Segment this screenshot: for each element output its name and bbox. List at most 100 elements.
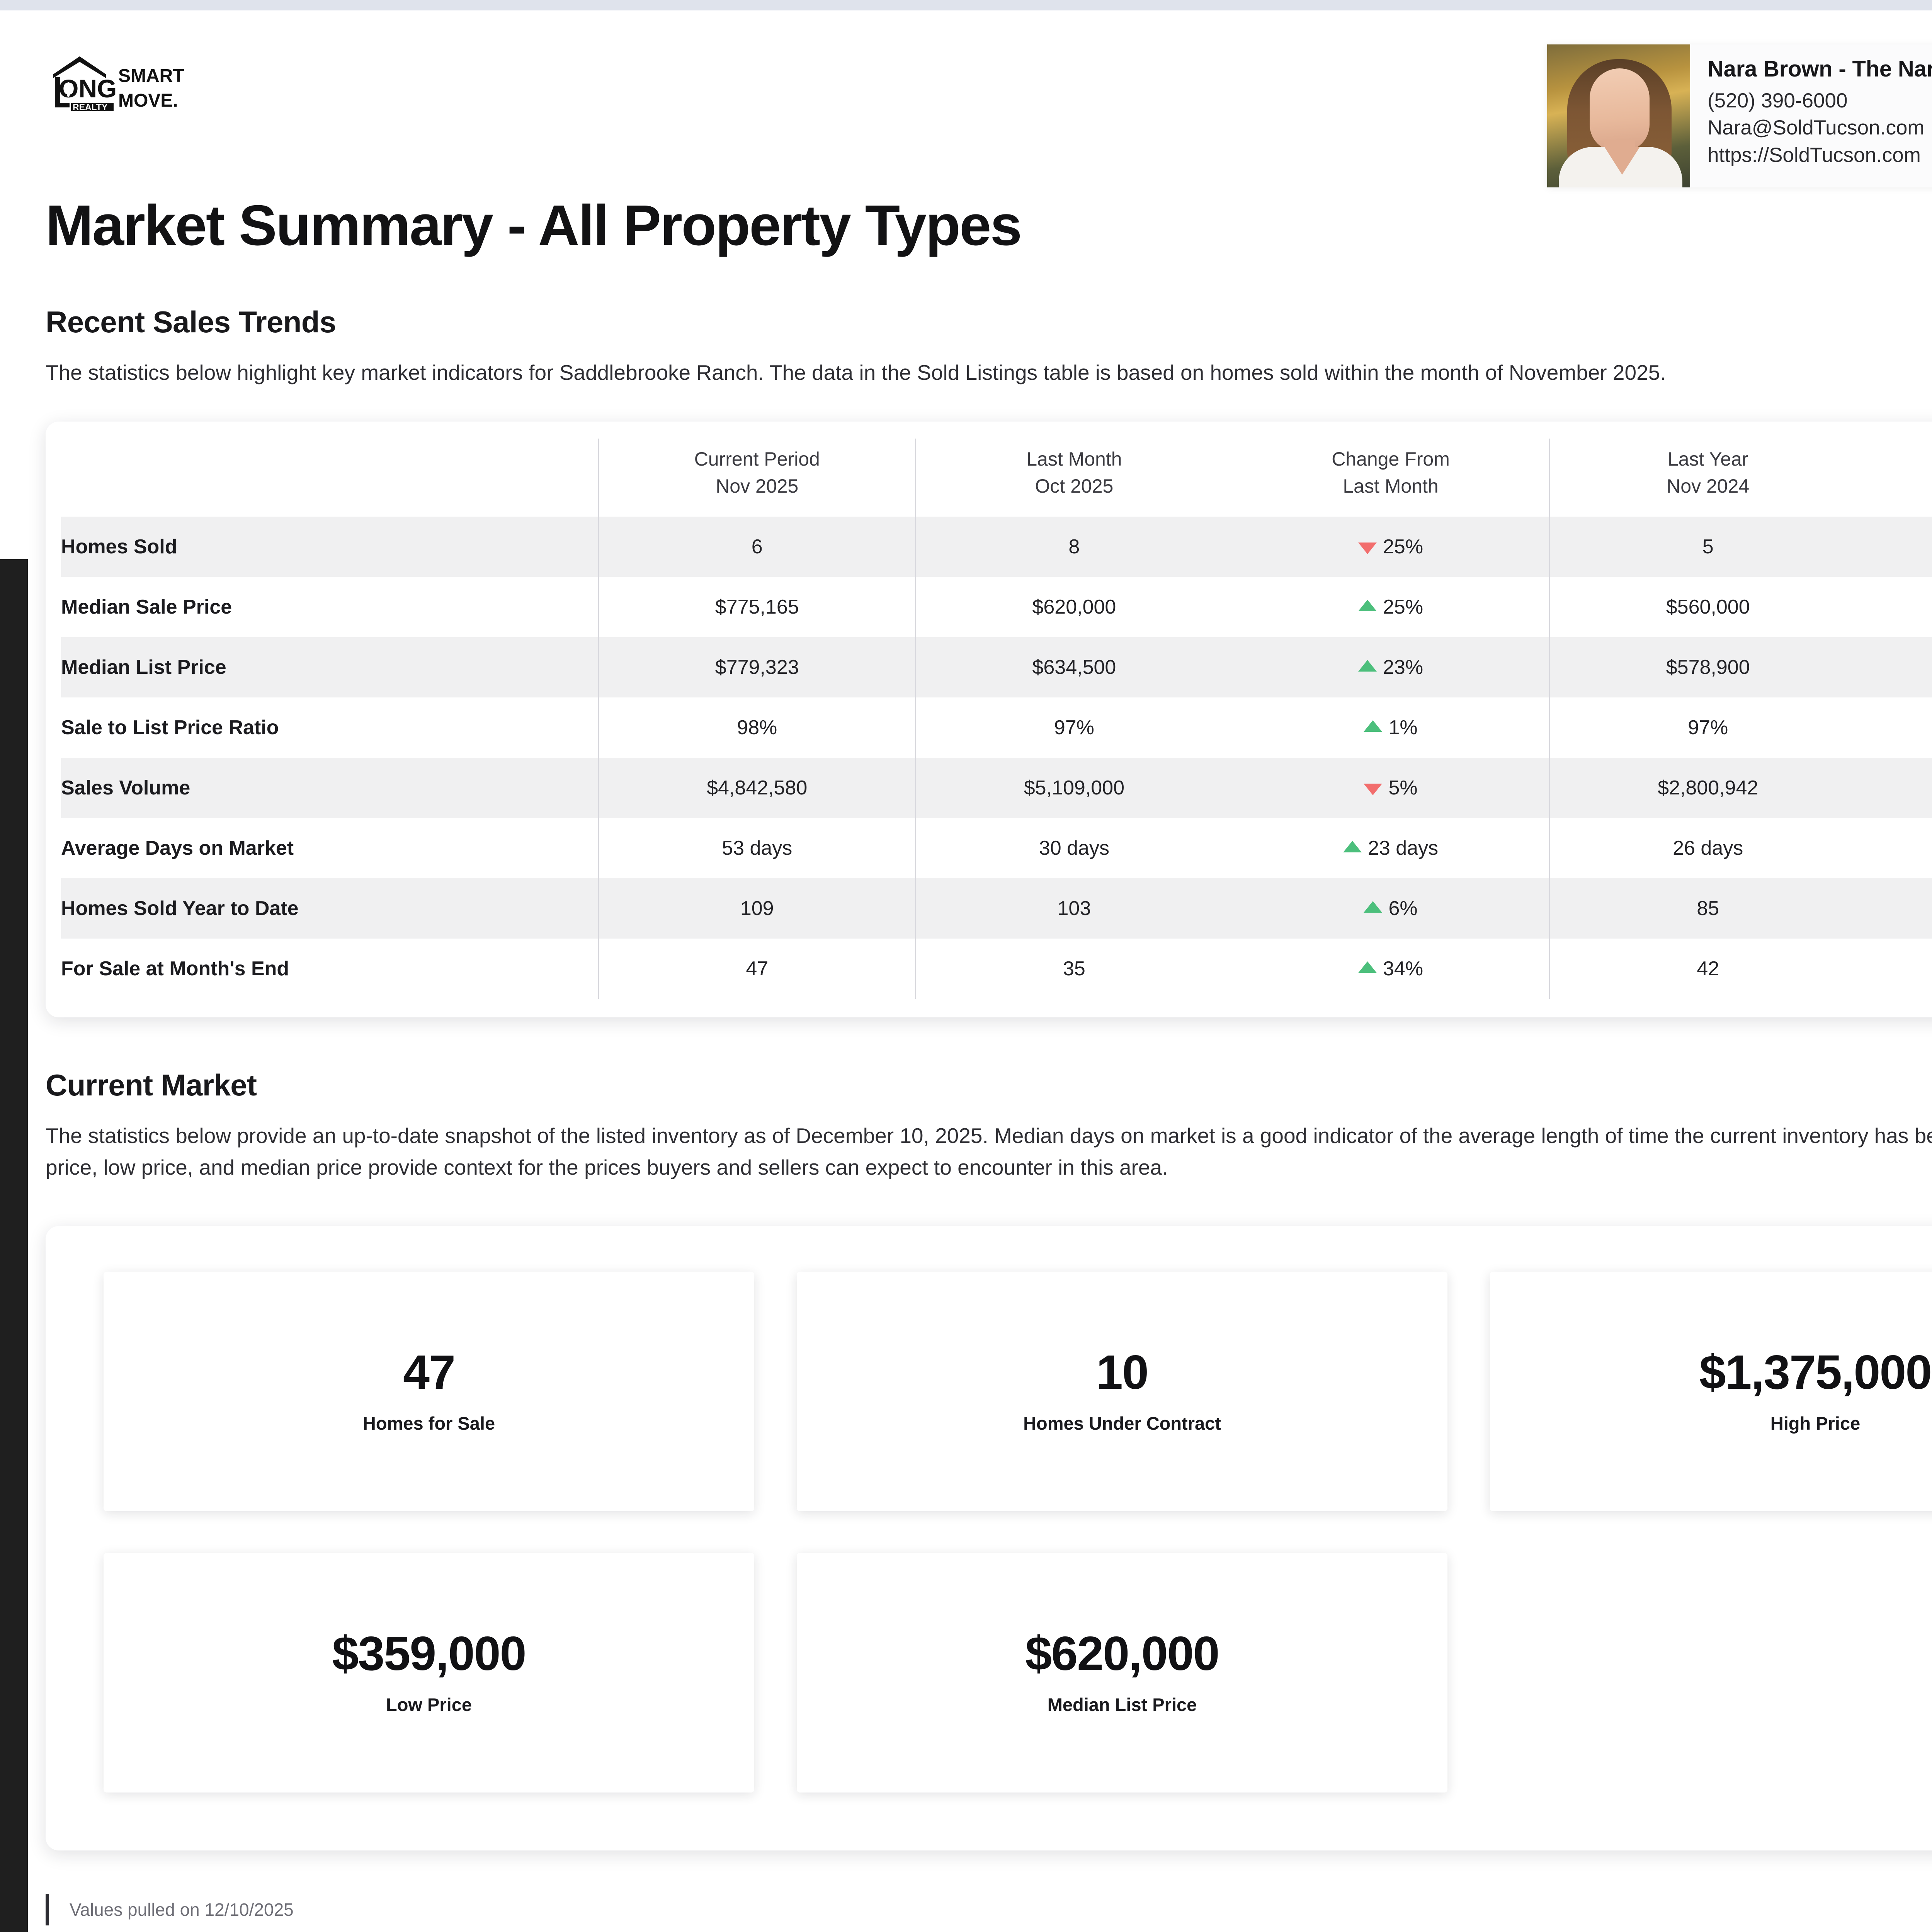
arrow-up-icon bbox=[1343, 840, 1362, 852]
long-realty-logo: ONG REALTY SMART MOVE. bbox=[49, 54, 281, 112]
recent-sales-heading: Recent Sales Trends bbox=[46, 305, 336, 339]
recent-sales-paragraph: The statistics below highlight key marke… bbox=[46, 361, 1666, 384]
agent-name: Nara Brown - The Nara Brown Team bbox=[1708, 56, 1932, 82]
table-header-current-period: Current Period Nov 2025 bbox=[598, 438, 916, 517]
cell-last-year: 97% bbox=[1549, 697, 1866, 758]
stat-card: 47 Homes for Sale bbox=[104, 1271, 754, 1511]
cell-last-year: 5 bbox=[1549, 516, 1866, 577]
cell-last-year: $578,900 bbox=[1549, 637, 1866, 697]
cell-last-month: 30 days bbox=[915, 818, 1233, 878]
sales-trends-table-card: Current Period Nov 2025 Last Month Oct 2… bbox=[46, 421, 1932, 1017]
values-pulled-note: Values pulled on 12/10/2025 bbox=[46, 1893, 1932, 1925]
cell-change-from-last-year: 12% bbox=[1866, 939, 1932, 999]
row-label: Homes Sold bbox=[61, 516, 599, 577]
cell-change-from-last-year: 27 days bbox=[1866, 818, 1932, 878]
cell-last-month: 8 bbox=[915, 516, 1233, 577]
cell-change-from-last-year: 1% bbox=[1866, 697, 1932, 758]
cell-change-from-last-month: 25% bbox=[1232, 516, 1549, 577]
header-line1: Current Period bbox=[694, 448, 820, 470]
table-header-change-from-last-year: Change From Last Year bbox=[1866, 439, 1932, 517]
table-header-change-from-last-month: Change From Last Month bbox=[1232, 439, 1549, 517]
stat-value: $1,375,000 bbox=[1699, 1346, 1932, 1399]
table-header-last-month: Last Month Oct 2025 bbox=[915, 438, 1233, 517]
stat-card: $359,000 Low Price bbox=[104, 1553, 754, 1793]
header-line2: Nov 2025 bbox=[716, 475, 799, 497]
cell-change-from-last-year: 38% bbox=[1866, 577, 1932, 637]
table-header-last-year: Last Year Nov 2024 bbox=[1549, 438, 1866, 517]
stat-card: $1,375,000 High Price bbox=[1490, 1271, 1932, 1511]
agent-phone[interactable]: (520) 390-6000 bbox=[1708, 89, 1848, 112]
page-title: Market Summary - All Property Types bbox=[46, 194, 1022, 257]
table-header-blank bbox=[61, 439, 599, 517]
agent-email[interactable]: Nara@SoldTucson.com bbox=[1708, 116, 1925, 139]
arrow-down-icon bbox=[1364, 783, 1383, 795]
stat-value: 10 bbox=[1096, 1346, 1149, 1399]
stat-label: Low Price bbox=[386, 1694, 472, 1715]
current-market-heading: Current Market bbox=[46, 1068, 257, 1102]
top-strip bbox=[0, 0, 1932, 10]
stat-card-grid: 47 Homes for Sale 10 Homes Under Contract $1… bbox=[104, 1271, 1932, 1793]
header-line2: Last Year bbox=[1870, 473, 1932, 500]
agent-avatar bbox=[1547, 44, 1690, 187]
cell-change-from-last-month: 6% bbox=[1232, 878, 1549, 939]
row-label: Sale to List Price Ratio bbox=[61, 716, 279, 739]
current-market-paragraph: The statistics below provide an up-to-da… bbox=[46, 1123, 1932, 1180]
stat-label: Homes for Sale bbox=[362, 1413, 495, 1434]
cell-change-from-last-month: 23 days bbox=[1232, 818, 1549, 878]
cell-current-period: 6 bbox=[598, 516, 916, 577]
cell-last-year: $560,000 bbox=[1549, 577, 1866, 637]
row-label: Sales Volume bbox=[61, 757, 599, 818]
cell-last-month: 103 bbox=[915, 878, 1233, 939]
agent-website[interactable]: https://SoldTucson.com bbox=[1708, 143, 1921, 167]
cell-current-period: 109 bbox=[598, 878, 916, 939]
cell-current-period: $779,323 bbox=[598, 637, 916, 697]
cell-last-year: $2,800,942 bbox=[1549, 757, 1866, 818]
header-line2: Oct 2025 bbox=[1035, 475, 1114, 497]
row-label: Median Sale Price bbox=[61, 595, 232, 618]
arrow-up-icon bbox=[1358, 961, 1377, 973]
stat-label: Homes Under Contract bbox=[1023, 1413, 1221, 1434]
stat-value: $620,000 bbox=[1025, 1627, 1219, 1680]
stat-card: $620,000 Median List Price bbox=[797, 1553, 1447, 1793]
table-row: Average Days on Market 53 days 30 days 23 d… bbox=[61, 818, 1932, 878]
cell-last-month: $620,000 bbox=[915, 577, 1233, 637]
arrow-up-icon bbox=[1358, 599, 1377, 611]
cell-change-from-last-year: 20% bbox=[1866, 516, 1932, 577]
cell-change-from-last-year: 73% bbox=[1866, 757, 1932, 818]
table-row: Median Sale Price $775,165 $620,000 25% $560… bbox=[61, 577, 1932, 637]
row-label: For Sale at Month's End bbox=[61, 957, 289, 980]
stat-label: Median List Price bbox=[1047, 1694, 1197, 1715]
cell-change-from-last-year: 28% bbox=[1866, 878, 1932, 939]
cell-last-year: 42 bbox=[1549, 938, 1866, 999]
cell-change-from-last-month: 25% bbox=[1232, 577, 1549, 637]
current-market-card: 47 Homes for Sale 10 Homes Under Contract $1… bbox=[46, 1226, 1932, 1850]
cell-last-month: 97% bbox=[915, 697, 1233, 758]
header-line1: Last Month bbox=[1026, 448, 1122, 470]
header-line1: Last Year bbox=[1667, 448, 1748, 470]
cell-last-year: 26 days bbox=[1549, 818, 1866, 878]
header-line1: Change From bbox=[1332, 448, 1450, 470]
left-accent-bar bbox=[0, 559, 28, 1932]
svg-text:MOVE.: MOVE. bbox=[118, 90, 178, 111]
cell-current-period: $775,165 bbox=[598, 577, 916, 637]
svg-text:REALTY: REALTY bbox=[73, 102, 107, 112]
stat-value: $359,000 bbox=[332, 1627, 526, 1680]
cell-last-month: $634,500 bbox=[915, 637, 1233, 697]
arrow-down-icon bbox=[1358, 542, 1377, 554]
svg-text:SMART: SMART bbox=[118, 66, 184, 86]
market-summary-table: Current Period Nov 2025 Last Month Oct 2… bbox=[61, 438, 1932, 999]
cell-change-from-last-month: 1% bbox=[1232, 697, 1549, 758]
table-row: Sales Volume $4,842,580 $5,109,000 5% $2,800… bbox=[61, 757, 1932, 818]
agent-contact-card: Nara Brown - The Nara Brown Team (520) 3… bbox=[1547, 44, 1932, 187]
stat-label: High Price bbox=[1770, 1413, 1861, 1434]
table-header: Current Period Nov 2025 Last Month Oct 2… bbox=[61, 438, 1932, 517]
page-header: ONG REALTY SMART MOVE. Nara Brown - The … bbox=[44, 0, 1932, 187]
cell-change-from-last-year: 35% bbox=[1866, 637, 1932, 697]
cell-last-month: $5,109,000 bbox=[915, 757, 1233, 818]
header-line2: Nov 2024 bbox=[1667, 475, 1750, 497]
